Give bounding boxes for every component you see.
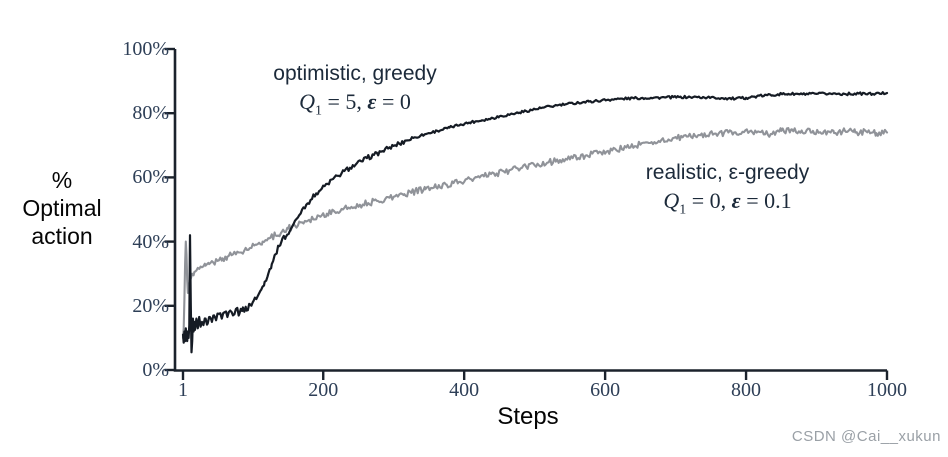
y-tick-label-0: 0%: [142, 359, 169, 381]
formula-tail: = 0: [376, 89, 411, 114]
x-tick-label-1: 1: [178, 379, 188, 401]
q-symbol: Q: [663, 188, 680, 213]
x-axis-title: Steps: [497, 403, 559, 430]
y-axis-title: % Optimal action: [8, 166, 116, 250]
annotation-optimistic-formula: Q1 = 5, ε = 0: [250, 89, 460, 124]
y-axis-title-line: Optimal: [22, 195, 102, 221]
formula-mid: = 0,: [686, 188, 732, 213]
annotation-realistic-formula: Q1 = 0, ε = 0.1: [625, 188, 830, 223]
y-axis-title-line: %: [51, 167, 73, 193]
epsilon-symbol: ε: [731, 188, 741, 213]
formula-tail: = 0.1: [740, 188, 792, 213]
annotation-optimistic-greedy: optimistic, greedy Q1 = 5, ε = 0: [250, 62, 460, 124]
annotation-realistic-egreedy: realistic, ε-greedy Q1 = 0, ε = 0.1: [625, 161, 830, 223]
y-tick-label-60: 60%: [132, 166, 169, 189]
x-tick-label-600: 600: [590, 379, 621, 401]
y-tick-label-100: 100%: [122, 38, 169, 60]
epsilon-symbol: ε: [367, 89, 377, 114]
curve-optimistic-greedy: [181, 91, 889, 354]
y-tick-label-20: 20%: [132, 294, 169, 317]
q-subscript: 1: [315, 103, 322, 119]
formula-mid: = 5,: [322, 89, 368, 114]
q-subscript: 1: [679, 202, 687, 218]
y-axis-title-line: action: [31, 223, 93, 249]
y-tick-label-40: 40%: [132, 230, 169, 253]
annotation-realistic-title: realistic, ε-greedy: [645, 161, 810, 184]
x-tick-label-200: 200: [308, 379, 339, 401]
q-symbol: Q: [299, 89, 315, 114]
x-tick-label-1000: 1000: [867, 379, 907, 401]
x-tick-label-800: 800: [731, 379, 762, 401]
annotation-optimistic-title: optimistic, greedy: [273, 62, 437, 85]
y-tick-label-80: 80%: [132, 102, 169, 125]
x-tick-label-400: 400: [449, 379, 480, 401]
csdn-watermark: CSDN @Cai__xukun: [791, 428, 941, 445]
